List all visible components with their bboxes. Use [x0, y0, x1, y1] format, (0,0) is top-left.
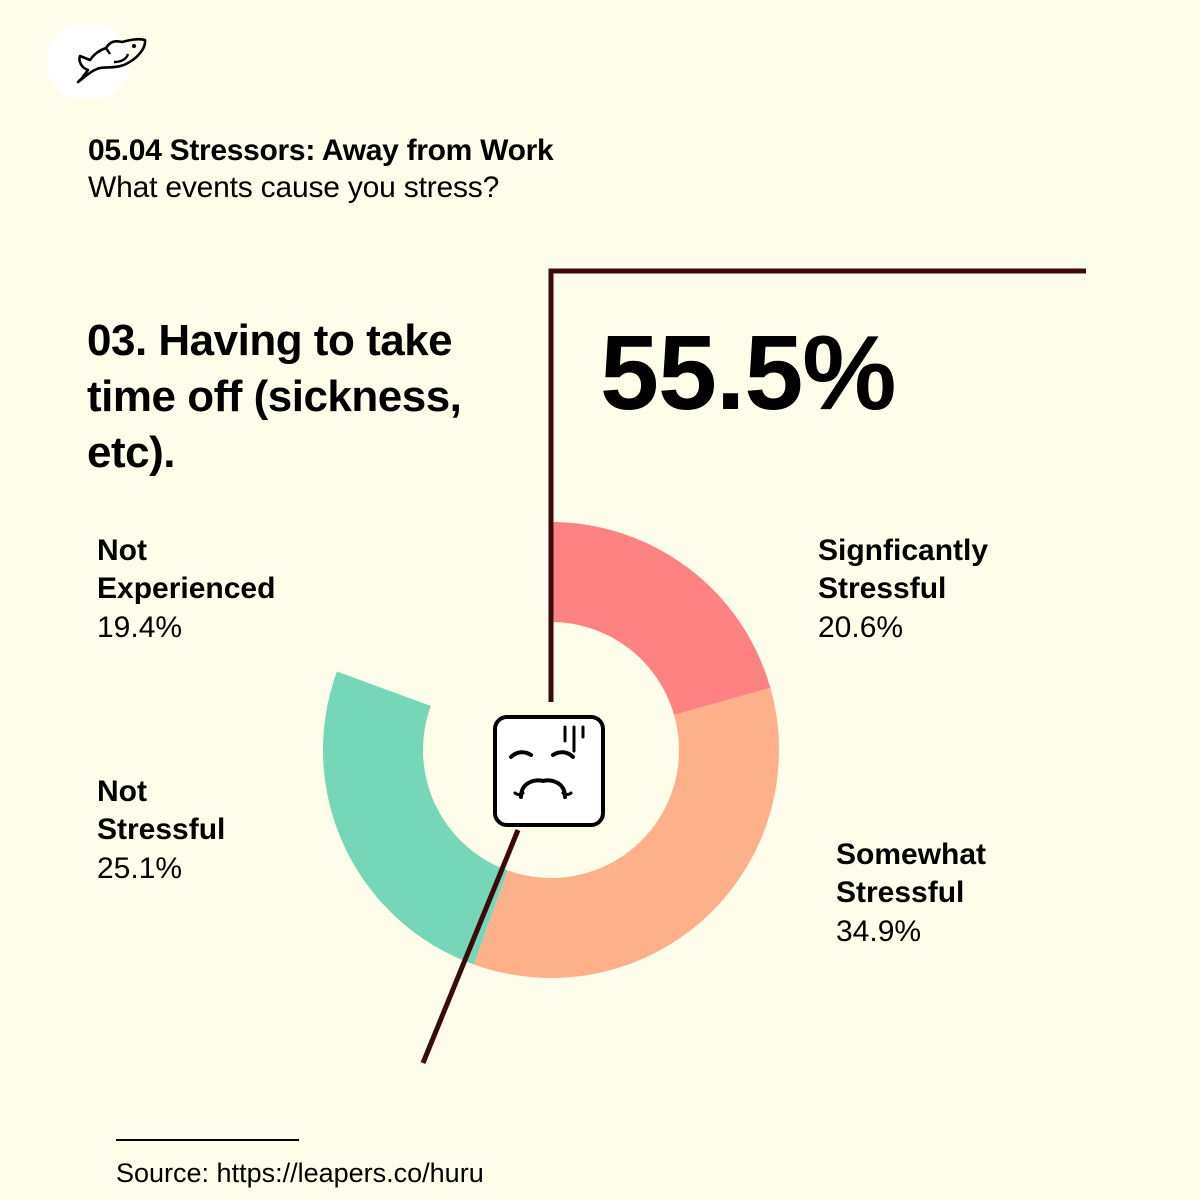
logo: [46, 22, 148, 102]
source-text: Source: https://leapers.co/huru: [116, 1158, 484, 1188]
label-value: 19.4%: [97, 611, 183, 644]
highlight-divider-line: [548, 268, 1086, 702]
donut-slice-not-stressful: [322, 671, 508, 965]
label-name-line2: Experienced: [97, 572, 276, 605]
highlight-percentage: 55.5%: [600, 314, 897, 432]
question-title: 03. Having to take time off (sickness, e…: [87, 316, 462, 477]
highlight-divider-line-lower: [420, 829, 521, 1064]
label-significantly-stressful: Signficantly Stressful 20.6%: [818, 532, 988, 647]
fish-icon: [46, 22, 147, 102]
label-name-line2: Stressful: [97, 813, 226, 846]
page-subtitle: What events cause you stress?: [88, 171, 500, 204]
label-value: 20.6%: [818, 611, 904, 644]
label-value: 34.9%: [836, 915, 922, 948]
label-name-line2: Stressful: [836, 876, 965, 909]
label-somewhat-stressful: Somewhat Stressful 34.9%: [836, 836, 986, 951]
label-not-experienced: Not Experienced 19.4%: [97, 532, 275, 647]
source-divider: [116, 1139, 299, 1141]
label-name-line2: Stressful: [818, 572, 947, 605]
page-title: 05.04 Stressors: Away from Work: [88, 134, 554, 167]
label-not-stressful: Not Stressful 25.1%: [97, 773, 225, 888]
label-name-line1: Signficantly: [818, 534, 989, 567]
heading-block: 05.04 Stressors: Away from Work What eve…: [88, 133, 554, 206]
donut-slice-signficantly-stressful: [551, 522, 771, 716]
label-name-line1: Not: [97, 534, 147, 567]
donut-slice-not-experienced: [336, 522, 551, 706]
label-value: 25.1%: [97, 852, 183, 885]
label-name-line1: Not: [97, 775, 147, 808]
donut-slice-somewhat-stressful: [473, 687, 779, 978]
distressed-face-icon: [493, 715, 605, 827]
label-name-line1: Somewhat: [836, 838, 987, 871]
